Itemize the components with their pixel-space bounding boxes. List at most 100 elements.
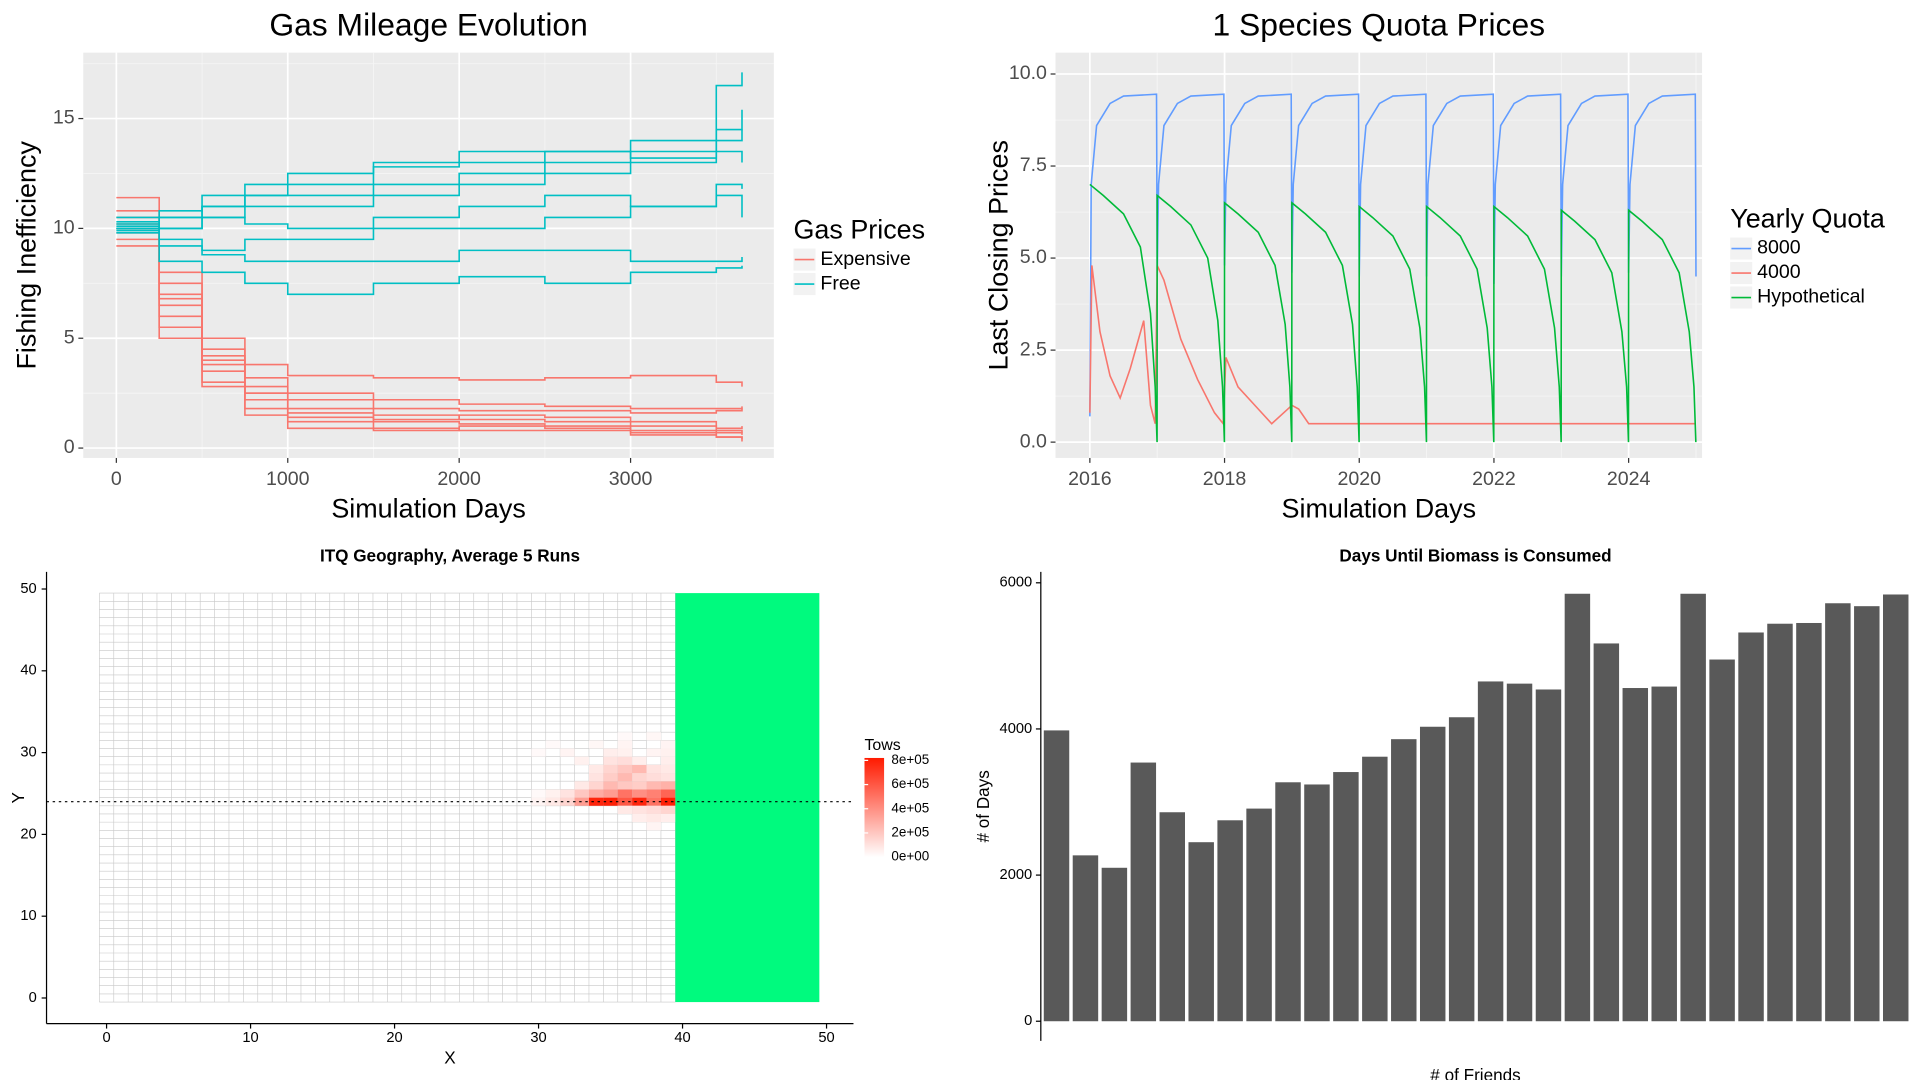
x-axis-label: Simulation Days — [331, 494, 526, 524]
heat-cell — [660, 748, 676, 757]
bar — [1448, 717, 1475, 1022]
y-axis-label: Fishing Inefficiency — [11, 141, 41, 370]
heat-cell — [531, 748, 546, 757]
heat-cell — [574, 781, 589, 790]
series-line — [116, 245, 743, 442]
heat-cell — [603, 764, 618, 774]
legend-label: Free — [820, 272, 860, 294]
y-axis-label: # of Days — [973, 770, 993, 842]
y-tick-label: 10 — [53, 217, 75, 239]
bar — [1419, 726, 1446, 1022]
colorbar-label: 8e+05 — [891, 752, 929, 767]
bar — [1072, 855, 1099, 1022]
chart-title: ITQ Geography, Average 5 Runs — [320, 546, 580, 566]
heat-cell — [588, 773, 604, 782]
series-line — [116, 129, 743, 230]
colorbar-label: 4e+05 — [891, 800, 929, 815]
x-tick-label: 2018 — [1203, 468, 1247, 490]
heat-cell — [632, 773, 647, 782]
plot-background — [83, 52, 774, 458]
heat-cell — [588, 781, 604, 790]
legend-label: 8000 — [1757, 237, 1801, 259]
y-tick-label: 5 — [64, 326, 75, 348]
heat-cell — [632, 797, 647, 806]
y-tick-label: 0 — [29, 990, 37, 1006]
legend-label: Hypothetical — [1757, 286, 1865, 308]
heat-cell — [646, 773, 661, 782]
heat-cell — [574, 797, 589, 806]
bar — [1680, 593, 1706, 1022]
y-tick-label: 4000 — [1000, 721, 1033, 737]
bar — [1391, 739, 1417, 1022]
colorbar-label: 6e+05 — [891, 776, 929, 791]
heat-cell — [660, 813, 676, 823]
bar — [1246, 808, 1272, 1022]
heat-cell — [646, 748, 661, 757]
heat-cell — [560, 748, 575, 757]
y-axis-label: Y — [8, 791, 28, 803]
heat-cell — [632, 756, 647, 765]
heat-cell — [617, 781, 633, 790]
x-tick-label: 1000 — [266, 468, 310, 490]
heat-cell — [617, 732, 633, 741]
heat-cell — [660, 781, 676, 790]
heat-cell — [545, 789, 561, 798]
y-tick-label: 2.5 — [1020, 338, 1047, 360]
x-tick-label: 50 — [818, 1030, 834, 1046]
bar — [1188, 842, 1214, 1022]
y-axis-label: Last Closing Prices — [984, 140, 1014, 370]
heat-cell — [646, 764, 661, 774]
heat-cell — [617, 805, 633, 814]
y-tick-label: 0.0 — [1020, 430, 1047, 452]
heat-cell — [632, 764, 647, 774]
heat-cell — [531, 789, 546, 798]
y-tick-label: 2000 — [1000, 867, 1033, 883]
x-tick-label: 30 — [530, 1030, 546, 1046]
heat-cell — [632, 805, 647, 814]
bar — [1854, 606, 1880, 1022]
y-tick-label: 0 — [1024, 1013, 1032, 1029]
y-tick-label: 20 — [20, 826, 36, 842]
x-tick-label: 10 — [242, 1030, 258, 1046]
bar — [1622, 688, 1649, 1022]
region — [675, 593, 820, 1003]
heat-cell — [617, 756, 633, 765]
bar — [1506, 683, 1533, 1022]
heat-cell — [632, 789, 647, 798]
legend-label: 4000 — [1757, 261, 1801, 283]
heat-cell — [603, 789, 618, 798]
series-line — [116, 210, 743, 433]
series-line — [1089, 93, 1697, 417]
bar — [1043, 730, 1070, 1022]
heat-cell — [646, 805, 661, 814]
legend-title: Yearly Quota — [1730, 204, 1885, 234]
legend-label: Expensive — [820, 248, 910, 270]
heat-cell — [646, 789, 661, 798]
x-tick-label: 0 — [102, 1030, 110, 1046]
bar — [1883, 594, 1909, 1022]
y-tick-label: 10.0 — [1009, 62, 1047, 84]
bar — [1825, 603, 1851, 1022]
heat-cell — [617, 740, 633, 749]
x-tick-label: 40 — [674, 1030, 690, 1046]
bar — [1101, 867, 1128, 1022]
heat-cell — [660, 773, 676, 782]
bar — [1130, 762, 1157, 1022]
heat-cell — [646, 822, 661, 831]
heat-cell — [617, 764, 633, 774]
x-tick-label: 2020 — [1337, 468, 1381, 490]
x-axis-label: X — [444, 1048, 456, 1068]
heat-cell — [588, 764, 604, 774]
x-tick-label: 2022 — [1472, 468, 1516, 490]
x-tick-label: 0 — [111, 468, 122, 490]
bar — [1535, 689, 1562, 1022]
y-tick-label: 0 — [64, 436, 75, 458]
series-line — [116, 227, 743, 296]
y-tick-label: 15 — [53, 107, 75, 129]
heat-cell — [632, 781, 647, 790]
y-tick-label: 5.0 — [1020, 246, 1047, 268]
legend-title: Tows — [864, 737, 900, 754]
heat-cell — [588, 740, 604, 749]
bar — [1593, 643, 1620, 1022]
